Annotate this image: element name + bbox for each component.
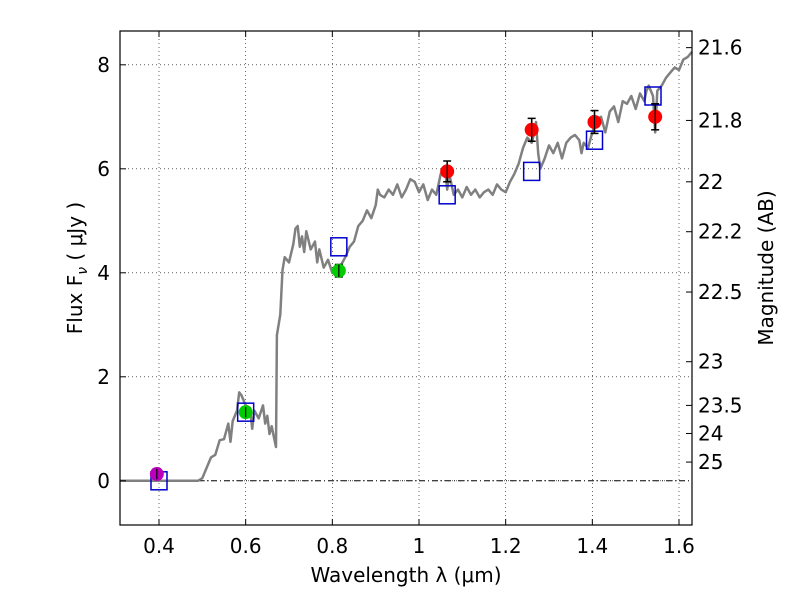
y-tick-label: 4 xyxy=(97,261,110,285)
y-axis-label-subscript: ν xyxy=(75,267,91,275)
x-tick-label: 1.6 xyxy=(663,534,695,558)
right-tick-label: 22.2 xyxy=(698,220,743,244)
right-tick-label: 21.6 xyxy=(698,36,743,60)
right-tick-label: 25 xyxy=(698,450,723,474)
axis-ticks: 0.4 0.6 0.8 1 1.2 1.4 1.60246821.621.82222.222… xyxy=(97,31,743,558)
y-axis-label-units: ( μJy ) xyxy=(63,202,87,267)
right-tick-label: 22.5 xyxy=(698,280,743,304)
right-tick-label: 22 xyxy=(698,170,723,194)
grid-lines xyxy=(120,31,692,525)
plot-area xyxy=(120,51,693,491)
right-tick-label: 24 xyxy=(698,421,723,445)
model-photometry-square xyxy=(644,86,662,106)
y-axis-label: Flux Fν ( μJy ) xyxy=(63,202,91,334)
y-tick-label: 0 xyxy=(97,469,110,493)
model-photometry-square xyxy=(236,402,255,422)
model-photometry-square xyxy=(522,161,541,182)
x-tick-label: 0.6 xyxy=(230,534,262,558)
model-photometry-square xyxy=(438,185,456,205)
x-tick-label: 1.4 xyxy=(576,534,608,558)
x-tick-label: 1.2 xyxy=(490,534,522,558)
right-tick-label: 21.8 xyxy=(698,108,743,132)
x-tick-label: 1 xyxy=(413,534,426,558)
y-axis-label-text: Flux F xyxy=(63,275,87,334)
y-tick-label: 8 xyxy=(97,53,110,77)
model-photometry-square xyxy=(330,237,348,257)
x-tick-label: 0.8 xyxy=(316,534,348,558)
right-tick-label: 23.5 xyxy=(698,393,743,417)
right-tick-label: 23 xyxy=(698,350,723,374)
x-tick-label: 0.4 xyxy=(143,534,175,558)
plot-frame xyxy=(119,30,693,526)
model-spectrum-line xyxy=(120,51,693,483)
right-axis-label: Magnitude (AB) xyxy=(754,190,778,345)
y-tick-label: 6 xyxy=(97,157,110,181)
x-axis-label: Wavelength λ (μm) xyxy=(310,563,501,587)
y-tick-label: 2 xyxy=(97,365,110,389)
